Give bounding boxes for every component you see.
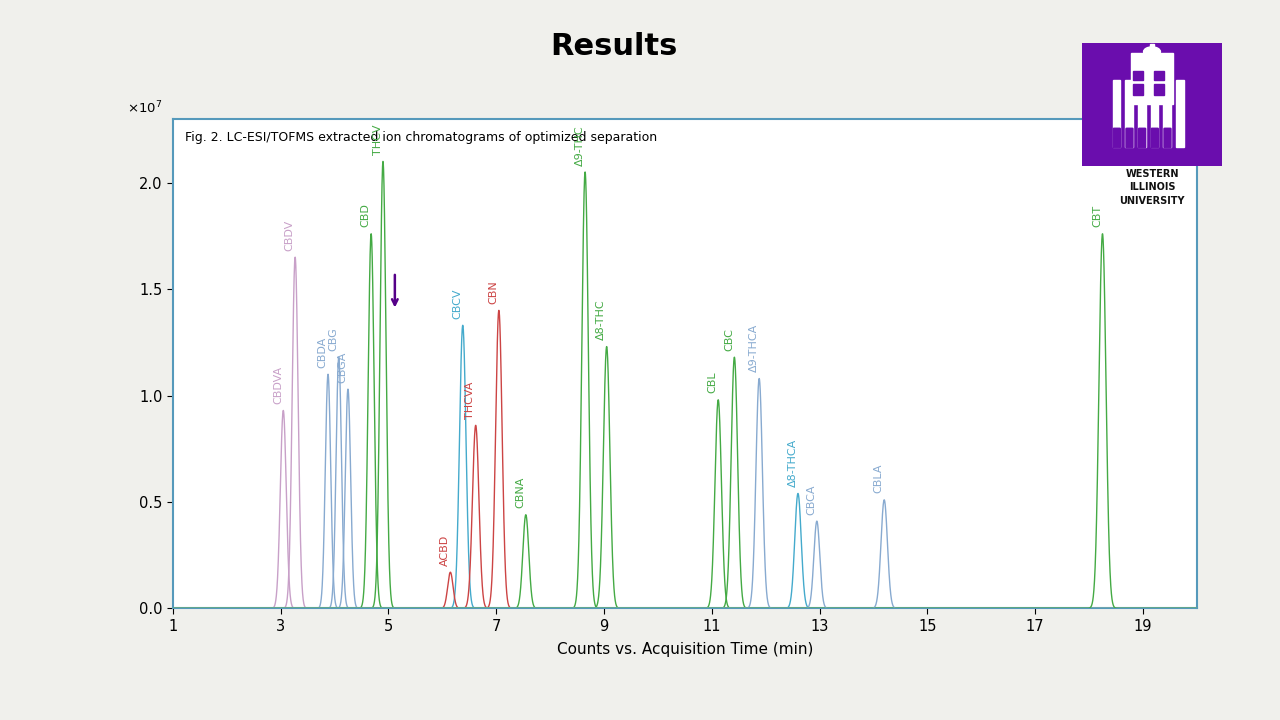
Text: CBT: CBT <box>1092 205 1102 228</box>
Bar <box>1149 45 1155 52</box>
FancyBboxPatch shape <box>1151 128 1158 148</box>
Text: WESTERN
ILLINOIS
UNIVERSITY: WESTERN ILLINOIS UNIVERSITY <box>1119 169 1185 206</box>
Text: CBD: CBD <box>361 204 371 228</box>
Text: Δ8-THC: Δ8-THC <box>596 300 607 340</box>
FancyBboxPatch shape <box>1114 128 1120 148</box>
Text: Δ9-THC: Δ9-THC <box>575 125 585 166</box>
Text: CBDV: CBDV <box>284 220 294 251</box>
Bar <box>1133 84 1143 94</box>
Text: CBGA: CBGA <box>338 351 348 383</box>
Text: CBCA: CBCA <box>806 485 817 515</box>
Text: CBC: CBC <box>724 328 733 351</box>
Text: CBDVA: CBDVA <box>273 366 283 404</box>
Text: CBNA: CBNA <box>516 477 525 508</box>
Bar <box>1164 80 1171 148</box>
Bar <box>1151 80 1158 148</box>
Bar <box>1133 71 1143 80</box>
Text: CBN: CBN <box>489 280 498 304</box>
X-axis label: Counts vs. Acquisition Time (min): Counts vs. Acquisition Time (min) <box>557 642 813 657</box>
Ellipse shape <box>1143 47 1161 57</box>
Text: CBLA: CBLA <box>874 464 883 493</box>
FancyBboxPatch shape <box>1139 128 1146 148</box>
Text: Δ9-THCA: Δ9-THCA <box>749 324 759 372</box>
Bar <box>1155 84 1164 94</box>
Bar <box>1155 71 1164 80</box>
Text: THCVA: THCVA <box>466 382 475 419</box>
FancyBboxPatch shape <box>1126 128 1133 148</box>
Bar <box>1112 80 1120 148</box>
Text: THCV: THCV <box>372 125 383 155</box>
Bar <box>1138 80 1146 148</box>
Text: CBL: CBL <box>708 372 718 393</box>
Bar <box>1125 80 1133 148</box>
Text: Δ8-THCA: Δ8-THCA <box>787 438 797 487</box>
FancyBboxPatch shape <box>1164 128 1171 148</box>
Text: ACBD: ACBD <box>440 534 451 566</box>
Text: CBDA: CBDA <box>317 337 328 368</box>
Text: $\times10^7$: $\times10^7$ <box>127 100 163 117</box>
Bar <box>1132 53 1172 104</box>
Bar <box>1138 55 1166 73</box>
Bar <box>1176 80 1184 148</box>
Text: CBG: CBG <box>329 327 338 351</box>
Text: CBCV: CBCV <box>452 289 462 319</box>
Text: Results: Results <box>550 32 678 61</box>
Text: Fig. 2. LC-ESI/TOFMS extracted ion chromatograms of optimized separation: Fig. 2. LC-ESI/TOFMS extracted ion chrom… <box>186 131 657 144</box>
